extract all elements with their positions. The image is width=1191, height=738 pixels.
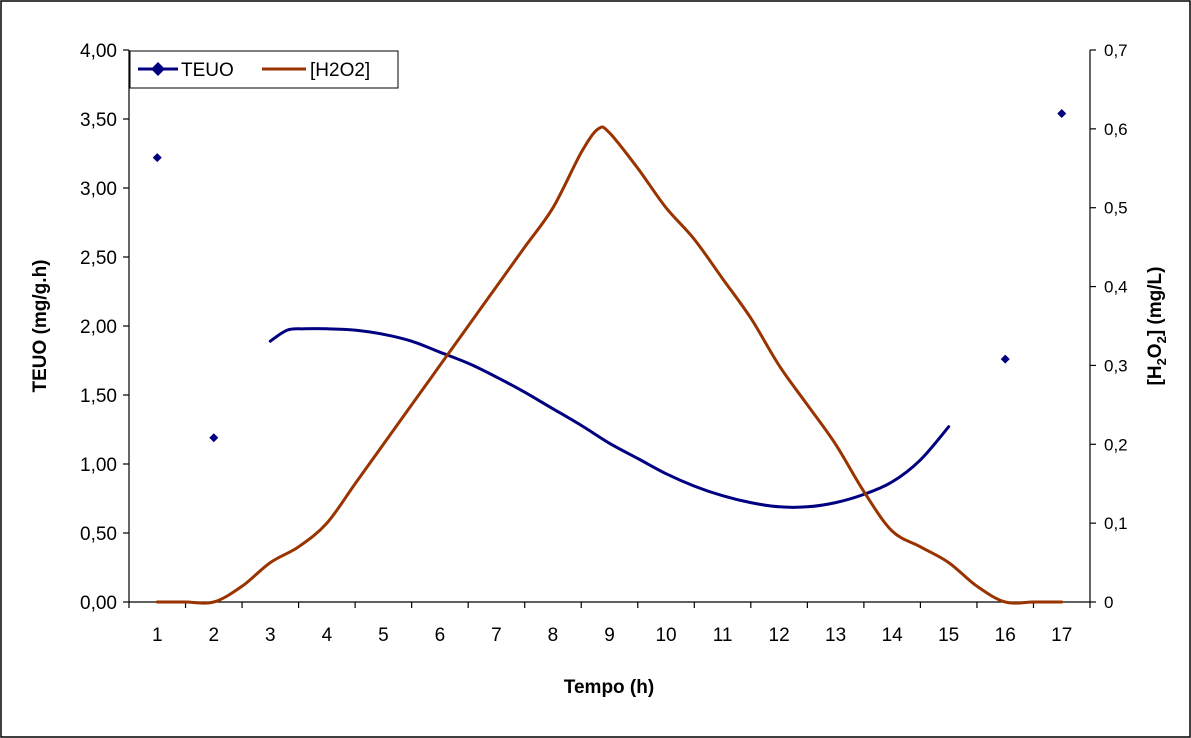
data-point-teuo	[152, 153, 162, 163]
left-y-ticks: 0,00 0,50 1,00 1,50 2,00 2,50 3,00 3,50 4,00	[80, 41, 129, 614]
data-point-teuo	[1057, 108, 1067, 118]
right-y-tick-label: 0,7	[1104, 41, 1128, 60]
right-y-tick-label: 0	[1104, 593, 1113, 612]
left-y-axis-title: TEUO (mg/g.h)	[30, 260, 51, 393]
legend-label-h2o2: [H2O2]	[310, 60, 370, 81]
left-y-tick-label: 2,00	[80, 317, 117, 338]
left-y-tick-label: 0,50	[80, 524, 117, 545]
x-tick-label: 10	[655, 625, 676, 646]
series-line-h2o2	[155, 125, 1064, 605]
data-point-teuo	[1000, 354, 1010, 364]
left-y-tick-label: 1,00	[80, 455, 117, 476]
legend-marker-teuo	[151, 62, 165, 76]
right-y-axis-title: [H2O2] (mg/L)	[1145, 267, 1169, 386]
data-point-teuo	[209, 433, 219, 443]
series-line-teuo	[268, 327, 951, 509]
x-tick-label: 1	[152, 625, 163, 646]
legend-label-teuo: TEUO	[181, 60, 234, 81]
right-y-tick-label: 0,3	[1104, 356, 1128, 375]
left-y-tick-label: 1,50	[80, 386, 117, 407]
right-y-tick-label: 0,1	[1104, 514, 1128, 533]
x-tick-label: 16	[995, 625, 1016, 646]
x-tick-label: 13	[825, 625, 846, 646]
right-y-tick-label: 0,4	[1104, 278, 1128, 297]
x-tick-label: 5	[378, 625, 389, 646]
x-tick-label: 7	[491, 625, 502, 646]
x-tick-label: 11	[713, 625, 733, 646]
x-tick-label: 8	[548, 625, 559, 646]
right-y-tick-label: 0,2	[1104, 435, 1128, 454]
x-tick-label: 3	[265, 625, 276, 646]
left-y-tick-label: 4,00	[80, 41, 117, 62]
series-layer	[152, 108, 1067, 605]
left-y-tick-label: 2,50	[80, 248, 117, 269]
right-y-tick-label: 0,6	[1104, 120, 1128, 139]
legend: TEUO [H2O2]	[129, 50, 399, 89]
right-y-tick-label: 0,5	[1104, 199, 1128, 218]
left-y-tick-label: 3,50	[80, 110, 117, 131]
x-tick-label: 12	[769, 625, 790, 646]
x-tick-label: 4	[322, 625, 333, 646]
left-y-tick-label: 3,00	[80, 179, 117, 200]
x-tick-label: 9	[604, 625, 615, 646]
x-tick-label: 17	[1051, 625, 1072, 646]
x-axis-title: Tempo (h)	[564, 677, 654, 698]
x-tick-label: 14	[882, 625, 904, 646]
left-y-tick-label: 0,00	[80, 593, 117, 614]
x-ticks: 1 2 3 4 5 6 7 8 9 10 11 12 13 14 15 16 17	[128, 602, 1091, 646]
x-tick-label: 2	[209, 625, 220, 646]
x-tick-label: 15	[938, 625, 959, 646]
right-y-ticks: 0 0,1 0,2 0,3 0,4 0,5 0,6 0,7	[1090, 41, 1128, 612]
x-tick-label: 6	[435, 625, 446, 646]
